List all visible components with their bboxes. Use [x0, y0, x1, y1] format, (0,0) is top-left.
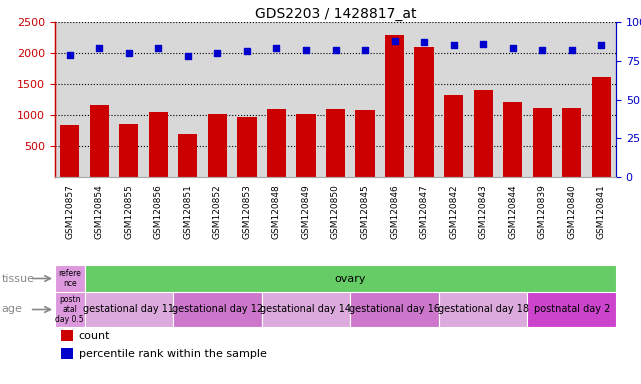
Point	[153, 45, 163, 51]
Bar	[237, 118, 256, 177]
Point	[94, 45, 104, 51]
Bar	[55, 265, 85, 292]
Bar	[173, 292, 262, 327]
Bar	[262, 292, 350, 327]
Text: GSM120851: GSM120851	[183, 184, 192, 239]
Point	[183, 53, 193, 59]
Bar	[296, 114, 315, 177]
Bar	[149, 112, 168, 177]
Text: GSM120845: GSM120845	[360, 184, 369, 239]
Text: gestational day 12: gestational day 12	[172, 305, 263, 314]
Bar	[444, 95, 463, 177]
Text: ovary: ovary	[335, 273, 366, 283]
Point	[330, 47, 340, 53]
Point	[567, 47, 577, 53]
Title: GDS2203 / 1428817_at: GDS2203 / 1428817_at	[254, 7, 416, 21]
Text: GSM120841: GSM120841	[597, 184, 606, 239]
Bar	[61, 348, 73, 359]
Point	[301, 47, 311, 53]
Text: count: count	[79, 331, 110, 341]
Bar	[592, 76, 611, 177]
Bar	[178, 134, 197, 177]
Bar	[355, 110, 374, 177]
Text: postn
atal
day 0.5: postn atal day 0.5	[56, 295, 84, 324]
Point	[449, 42, 459, 48]
Point	[242, 48, 252, 55]
Point	[596, 42, 606, 48]
Point	[419, 39, 429, 45]
Text: percentile rank within the sample: percentile rank within the sample	[79, 349, 267, 359]
Text: GSM120839: GSM120839	[538, 184, 547, 239]
Text: GSM120853: GSM120853	[242, 184, 251, 239]
Text: GSM120849: GSM120849	[301, 184, 310, 239]
Bar	[267, 109, 286, 177]
Bar	[562, 108, 581, 177]
Text: postnatal day 2: postnatal day 2	[533, 305, 610, 314]
Point	[478, 41, 488, 47]
Text: GSM120847: GSM120847	[420, 184, 429, 239]
Bar	[439, 292, 528, 327]
Point	[212, 50, 222, 56]
Text: GSM120842: GSM120842	[449, 184, 458, 239]
Text: GSM120856: GSM120856	[154, 184, 163, 239]
Point	[65, 51, 75, 58]
Text: GSM120848: GSM120848	[272, 184, 281, 239]
Text: GSM120846: GSM120846	[390, 184, 399, 239]
Point	[271, 45, 281, 51]
Bar	[350, 292, 439, 327]
Bar	[385, 35, 404, 177]
Text: tissue: tissue	[1, 273, 34, 283]
Bar	[119, 124, 138, 177]
Bar	[474, 90, 493, 177]
Text: gestational day 16: gestational day 16	[349, 305, 440, 314]
Text: GSM120843: GSM120843	[479, 184, 488, 239]
Point	[390, 38, 400, 44]
Text: GSM120854: GSM120854	[95, 184, 104, 239]
Bar	[85, 292, 173, 327]
Bar	[326, 109, 345, 177]
Bar	[90, 105, 109, 177]
Text: GSM120844: GSM120844	[508, 184, 517, 239]
Text: GSM120852: GSM120852	[213, 184, 222, 239]
Text: gestational day 18: gestational day 18	[438, 305, 529, 314]
Bar	[528, 292, 616, 327]
Bar	[208, 114, 227, 177]
Text: GSM120857: GSM120857	[65, 184, 74, 239]
Bar	[60, 125, 79, 177]
Bar	[533, 109, 552, 177]
Text: GSM120850: GSM120850	[331, 184, 340, 239]
Text: refere
nce: refere nce	[58, 269, 81, 288]
Text: gestational day 11: gestational day 11	[83, 305, 174, 314]
Text: GSM120855: GSM120855	[124, 184, 133, 239]
Point	[537, 47, 547, 53]
Bar	[415, 47, 434, 177]
Point	[508, 45, 518, 51]
Bar	[503, 102, 522, 177]
Point	[360, 47, 370, 53]
Text: GSM120840: GSM120840	[567, 184, 576, 239]
Text: age: age	[1, 305, 22, 314]
Point	[124, 50, 134, 56]
Bar	[61, 330, 73, 341]
Bar	[55, 292, 85, 327]
Text: gestational day 14: gestational day 14	[260, 305, 351, 314]
